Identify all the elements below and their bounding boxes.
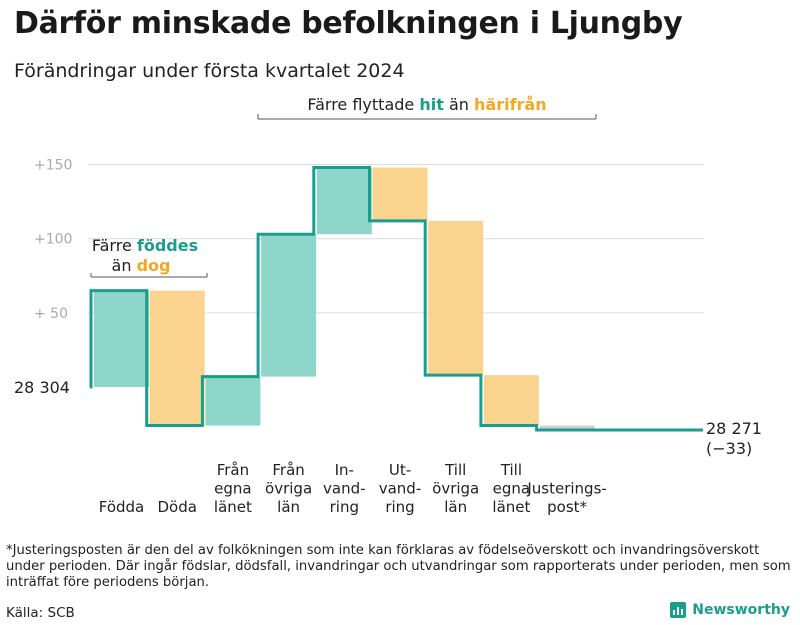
category-label-5-1: vand- xyxy=(379,480,422,498)
footnote: *Justeringsposten är den del av folkökni… xyxy=(6,543,791,590)
annotation-top-middle: än xyxy=(449,95,469,114)
annotation-left-bold2: dog xyxy=(137,256,171,275)
bar-0 xyxy=(94,290,149,387)
category-label-3-1: övriga xyxy=(265,480,312,498)
annotation-top: Färre flyttade hit än härifrån xyxy=(307,95,546,114)
end-change-label: (−33) xyxy=(706,439,752,458)
category-label-3-2: län xyxy=(277,498,300,516)
y-tick-label-100: +100 xyxy=(34,232,72,248)
bar-8 xyxy=(539,425,595,431)
bar-6 xyxy=(428,220,484,376)
category-label-7-1: egna xyxy=(493,480,530,498)
step-line xyxy=(89,166,703,432)
category-label-3-0: Från xyxy=(272,461,304,479)
category-label-2-0: Från xyxy=(217,461,249,479)
category-label-0-0: Födda xyxy=(99,498,145,516)
annotation-top-prefix: Färre flyttade xyxy=(307,95,414,114)
end-value-label: 28 271 xyxy=(706,419,762,438)
category-label-5-2: ring xyxy=(385,498,414,516)
bar-4 xyxy=(316,167,372,235)
step-line-path xyxy=(89,166,703,432)
category-label-5-0: Ut- xyxy=(389,461,411,479)
category-label-8-0: Justerings- xyxy=(526,480,606,498)
category-label-2-2: länet xyxy=(214,498,252,516)
annotation-left-bold1: föddes xyxy=(137,236,198,255)
bars xyxy=(94,167,595,431)
annotation-top-hit: hit xyxy=(419,95,444,114)
bar-2 xyxy=(205,376,261,426)
category-label-7-0: Till xyxy=(500,461,522,479)
category-label-6-1: övriga xyxy=(432,480,479,498)
category-label-6-2: län xyxy=(444,498,467,516)
bar-3 xyxy=(261,234,317,377)
brand-logo[interactable]: Newsworthy xyxy=(670,602,790,618)
category-label-8-1: post* xyxy=(547,498,587,516)
category-label-4-1: vand- xyxy=(323,480,366,498)
bar-7 xyxy=(483,375,539,426)
chart-subtitle: Förändringar under första kvartalet 2024 xyxy=(14,60,405,82)
chart-title: Därför minskade befolkningen i Ljungby xyxy=(14,6,683,41)
category-label-7-2: länet xyxy=(492,498,530,516)
bar-5 xyxy=(372,167,428,221)
start-label: 28 304 xyxy=(14,378,70,397)
annotations: Färre flyttade hit än härifrån Färre föd… xyxy=(14,95,762,458)
category-label-6-0: Till xyxy=(444,461,466,479)
annotation-left-prefix: Färre xyxy=(92,236,132,255)
annotation-top-harifran: härifrån xyxy=(474,95,547,114)
newsworthy-logo-icon xyxy=(670,602,687,618)
category-label-4-0: In- xyxy=(335,461,354,479)
annotation-left-line2: än dog xyxy=(112,256,171,275)
bar-1 xyxy=(149,290,205,426)
brand-name: Newsworthy xyxy=(692,602,790,618)
category-label-4-2: ring xyxy=(330,498,359,516)
category-label-1-0: Döda xyxy=(157,498,196,516)
annotation-left-line1: Färre föddes xyxy=(92,236,198,255)
waterfall-chart: +150+100+ 50 Födda DödaFrånegnalänetFrånö… xyxy=(14,95,762,516)
y-tick-label-50: + 50 xyxy=(34,306,68,322)
y-tick-label-150: +150 xyxy=(34,158,72,174)
labels: Födda DödaFrånegnalänetFrånövrigalänIn-va… xyxy=(99,461,607,516)
source: Källa: SCB xyxy=(6,605,75,621)
annotation-left-prefix2: än xyxy=(112,256,132,275)
category-label-2-1: egna xyxy=(214,480,251,498)
